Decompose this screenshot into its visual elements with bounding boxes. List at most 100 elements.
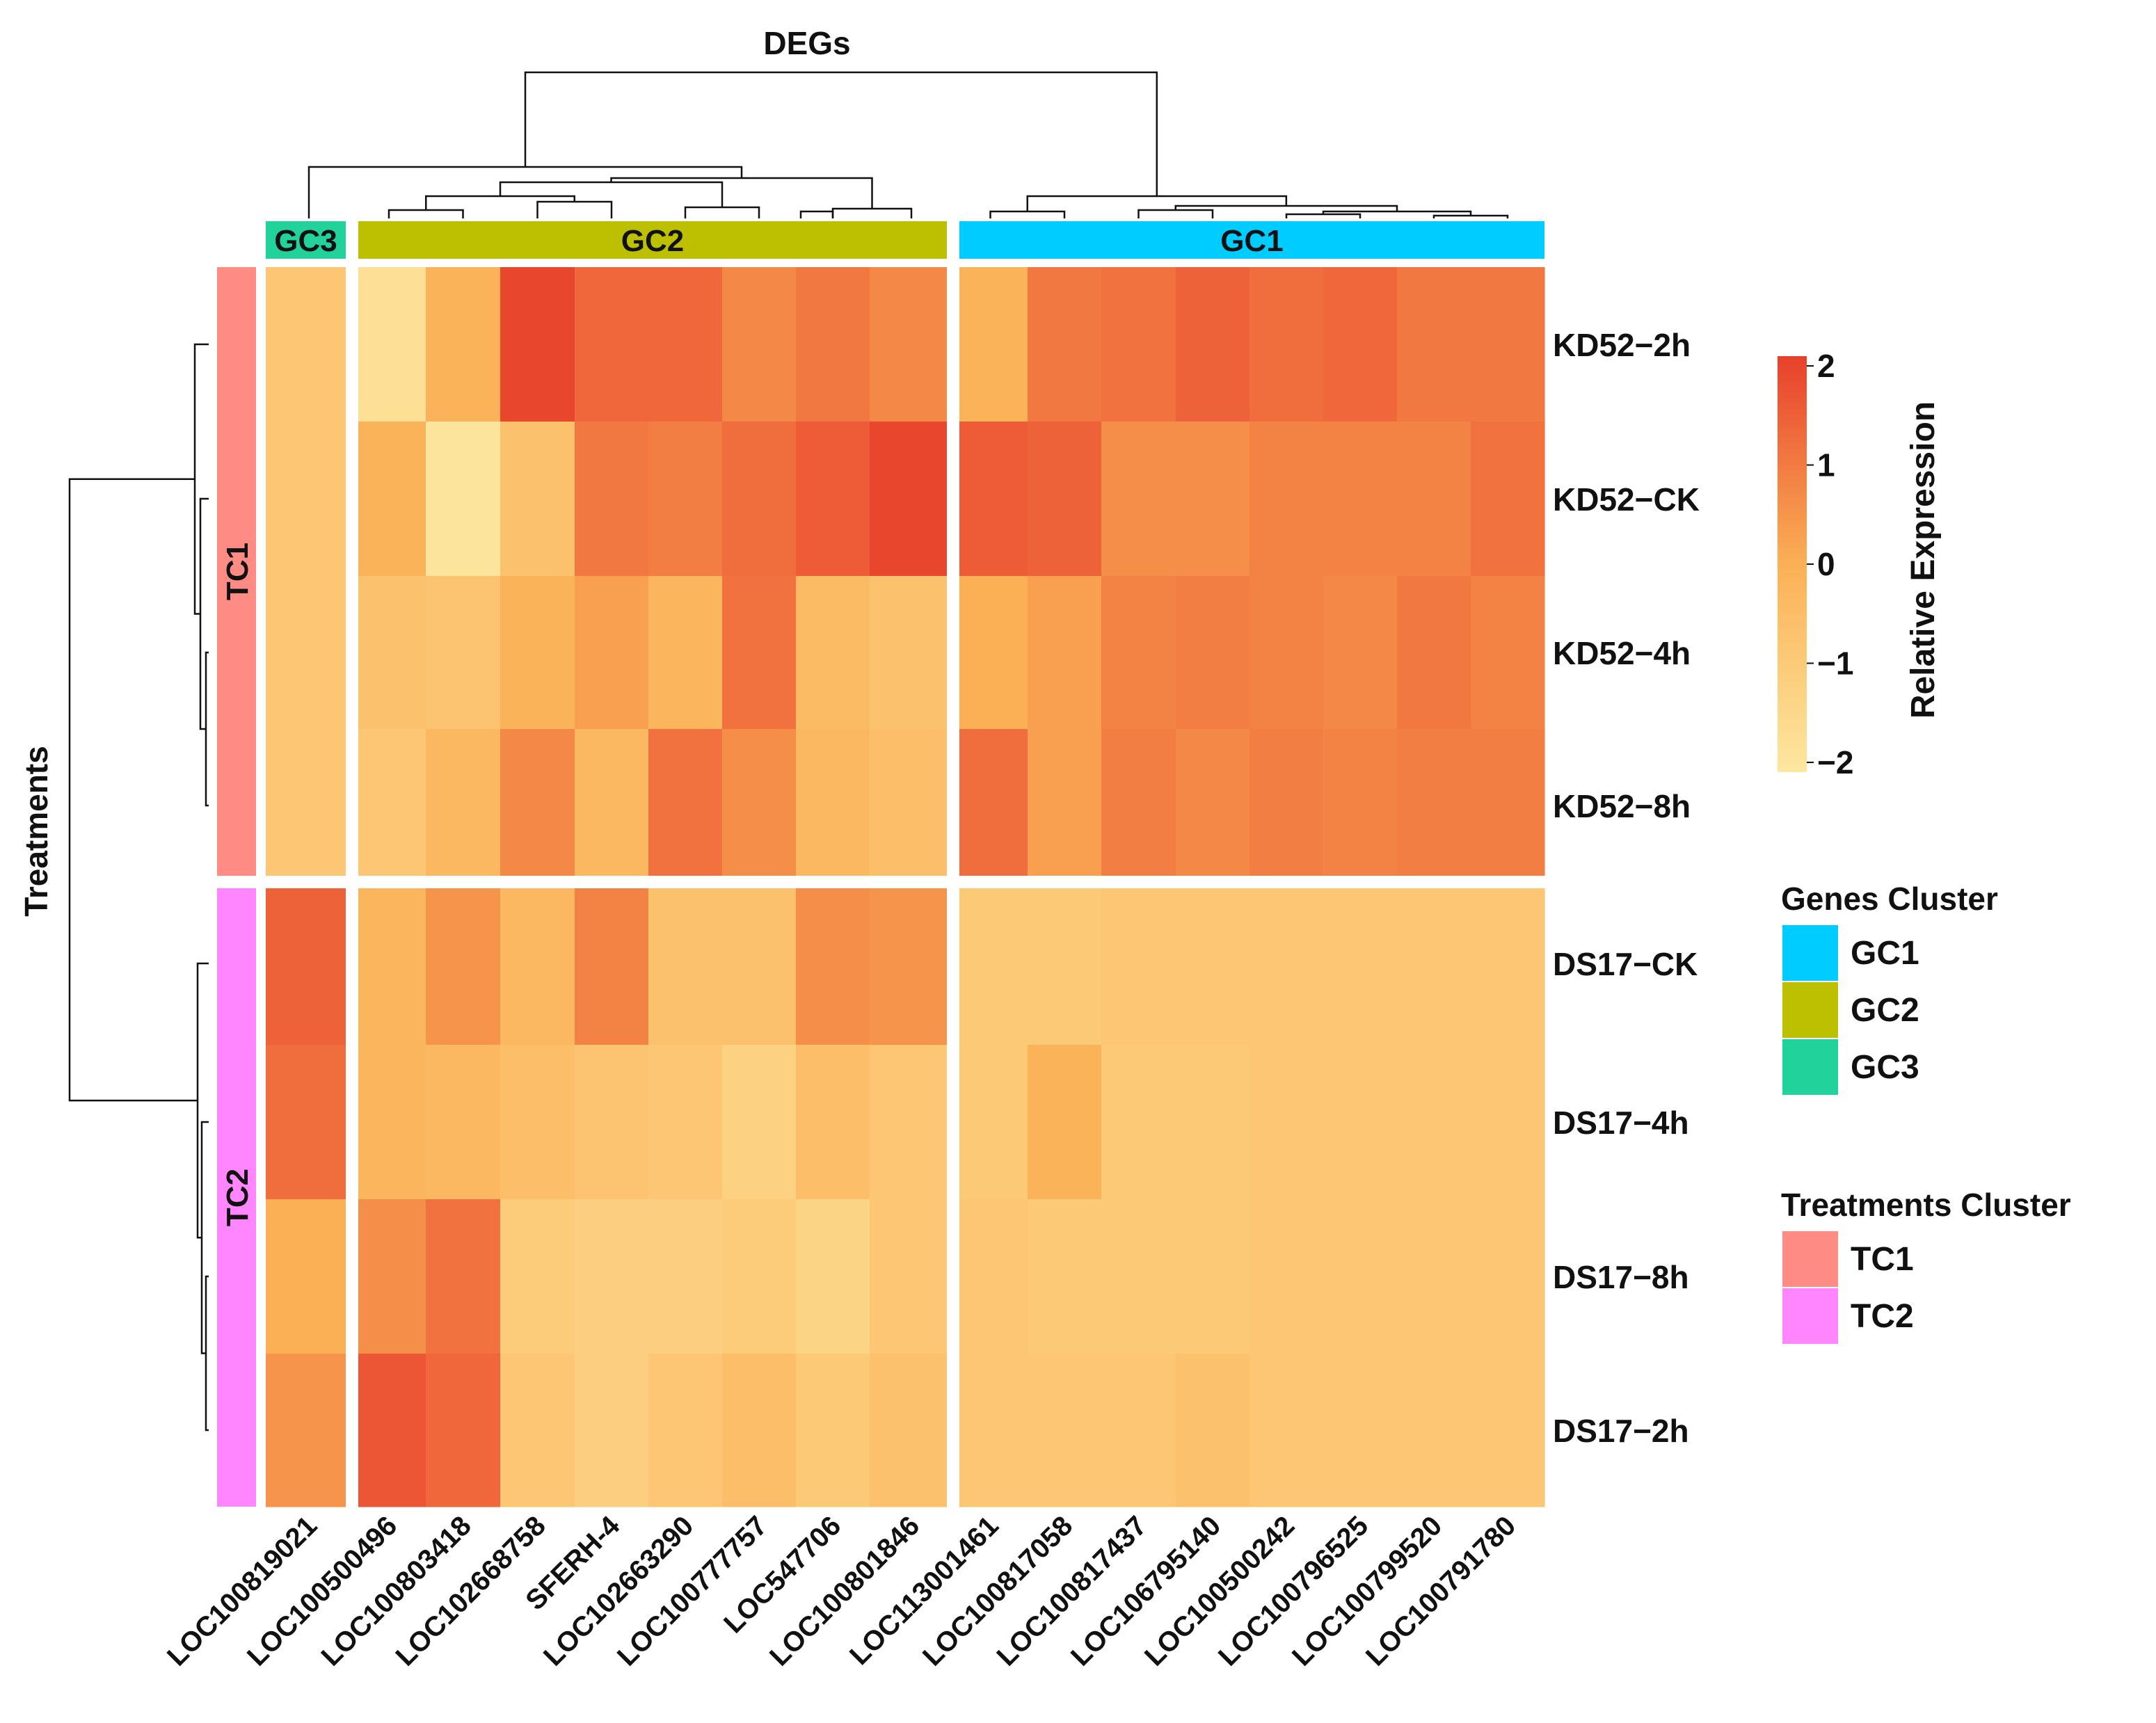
heatmap-cell (870, 882, 954, 1045)
heatmap-cell (266, 1199, 353, 1354)
column-labels: LOC100819021LOC100500496LOC100803418LOC1… (161, 1510, 1522, 1672)
heatmap-cell (648, 1045, 723, 1200)
heatmap-cell (352, 1199, 426, 1354)
heatmap-cell (1323, 1354, 1398, 1507)
legend-item-label: GC3 (1851, 1049, 1919, 1086)
column-dendrogram-branch (425, 195, 575, 210)
heatmap-cell (500, 422, 575, 577)
heatmap-cell (953, 576, 1028, 730)
heatmap-cell (870, 1354, 954, 1507)
gene-cluster-label: GC1 (1220, 224, 1283, 258)
heatmap-cell (1176, 576, 1250, 730)
heatmap-cell (648, 882, 723, 1045)
heatmap-cell (352, 422, 426, 577)
heatmap-cell (722, 1354, 797, 1507)
legend-swatch (1782, 1231, 1838, 1287)
heatmap-cell (870, 422, 954, 577)
heatmap-cell (426, 267, 501, 422)
heatmap-cell (575, 1199, 649, 1354)
gene-cluster-bar (959, 221, 1544, 259)
legend-swatch (1782, 925, 1838, 981)
row-dendrogram-branch (68, 478, 198, 1102)
color-scale-legend: 2 1 0 −1 −2 Relative Expression (1778, 348, 1942, 780)
heatmap-cell (1176, 882, 1250, 1045)
heatmap-cell (1471, 1199, 1545, 1354)
legend-swatch (1782, 1039, 1838, 1095)
column-dendrogram-branch (1137, 209, 1214, 218)
heatmap-cell (1323, 882, 1398, 1045)
heatmap-cell (796, 882, 870, 1045)
heatmap-cell (1323, 422, 1398, 577)
legend-item-label: GC2 (1851, 992, 1919, 1029)
column-dendrogram (308, 71, 1509, 218)
row-dendrogram (68, 343, 209, 1432)
treatments-cluster-legend-title: Treatments Cluster (1781, 1187, 2071, 1223)
treatment-cluster-label: TC1 (221, 543, 255, 600)
heatmap-cell (426, 882, 501, 1045)
treatment-cluster-annotation: TC1 TC2 (217, 267, 256, 1507)
heatmap-cell (1028, 1199, 1102, 1354)
heatmap-cell (1176, 422, 1250, 577)
heatmap-cell (1323, 729, 1398, 883)
heatmap-cell (722, 422, 797, 577)
heatmap-cell (266, 1354, 353, 1507)
heatmap-cell (352, 1354, 426, 1507)
heatmap-cell (1397, 882, 1471, 1045)
column-dendrogram-branch (308, 166, 743, 218)
heatmap-cell (648, 576, 723, 730)
heatmap-cell (352, 1045, 426, 1200)
gene-cluster-label: GC3 (274, 224, 337, 258)
heatmap-cell (352, 267, 426, 422)
heatmap-cell (1471, 1354, 1545, 1507)
cluster-gap (346, 209, 358, 1508)
column-dendrogram-branch (989, 210, 1066, 218)
heatmap-cell (722, 882, 797, 1045)
column-dendrogram-branch (536, 200, 613, 218)
heatmap-cell (1249, 422, 1324, 577)
color-scale-bar (1778, 356, 1807, 772)
heatmap-cell (953, 1354, 1028, 1507)
heatmap-cell (722, 1045, 797, 1200)
column-dendrogram-branch (799, 210, 834, 218)
heatmap-cell (266, 1045, 353, 1200)
heatmap-cell (1249, 1045, 1324, 1200)
legend-swatch (1782, 1288, 1838, 1344)
column-dendrogram-branch (1026, 195, 1288, 211)
heatmap-cell (722, 729, 797, 883)
heatmap-cell (426, 422, 501, 577)
column-label: LOC100819021 (161, 1510, 323, 1672)
legend-swatch (1782, 982, 1838, 1038)
heatmap-cell (1101, 422, 1176, 577)
row-label: DS17−CK (1553, 946, 1698, 982)
heatmap-cell (575, 882, 649, 1045)
heatmap-cell (796, 729, 870, 883)
heatmap-cell (266, 576, 353, 730)
heatmap-cell (953, 1045, 1028, 1200)
cluster-gaps (209, 209, 1546, 1508)
treatment-cluster-bar (217, 267, 256, 876)
heatmap-cell (266, 729, 353, 883)
color-scale-tick-label: 0 (1817, 546, 1835, 582)
treatment-cluster-label: TC2 (221, 1169, 255, 1226)
heatmap-cell (1249, 1354, 1324, 1507)
heatmap-cell (1249, 729, 1324, 883)
column-dendrogram-branch (1285, 213, 1362, 218)
heatmap-cell (1471, 1045, 1545, 1200)
heatmap-cell (1028, 422, 1102, 577)
heatmap-cell (500, 1045, 575, 1200)
heatmap-cell (1101, 1354, 1176, 1507)
row-labels: KD52−2h KD52−CK KD52−4h KD52−8h DS17−CK DS17−… (1553, 327, 1700, 1449)
row-label: KD52−4h (1553, 635, 1691, 671)
heatmap-cell (575, 576, 649, 730)
heatmap-cell (500, 882, 575, 1045)
heatmap-cell (1471, 267, 1545, 422)
legend-item-label: GC1 (1851, 935, 1919, 972)
heatmap-cell (1176, 1199, 1250, 1354)
heatmap-cell (1249, 882, 1324, 1045)
heatmap-cell (1176, 729, 1250, 883)
cluster-gap (947, 209, 959, 1508)
heatmap-cell (870, 267, 954, 422)
heatmap-cell (1176, 267, 1250, 422)
heatmap-cell (648, 422, 723, 577)
